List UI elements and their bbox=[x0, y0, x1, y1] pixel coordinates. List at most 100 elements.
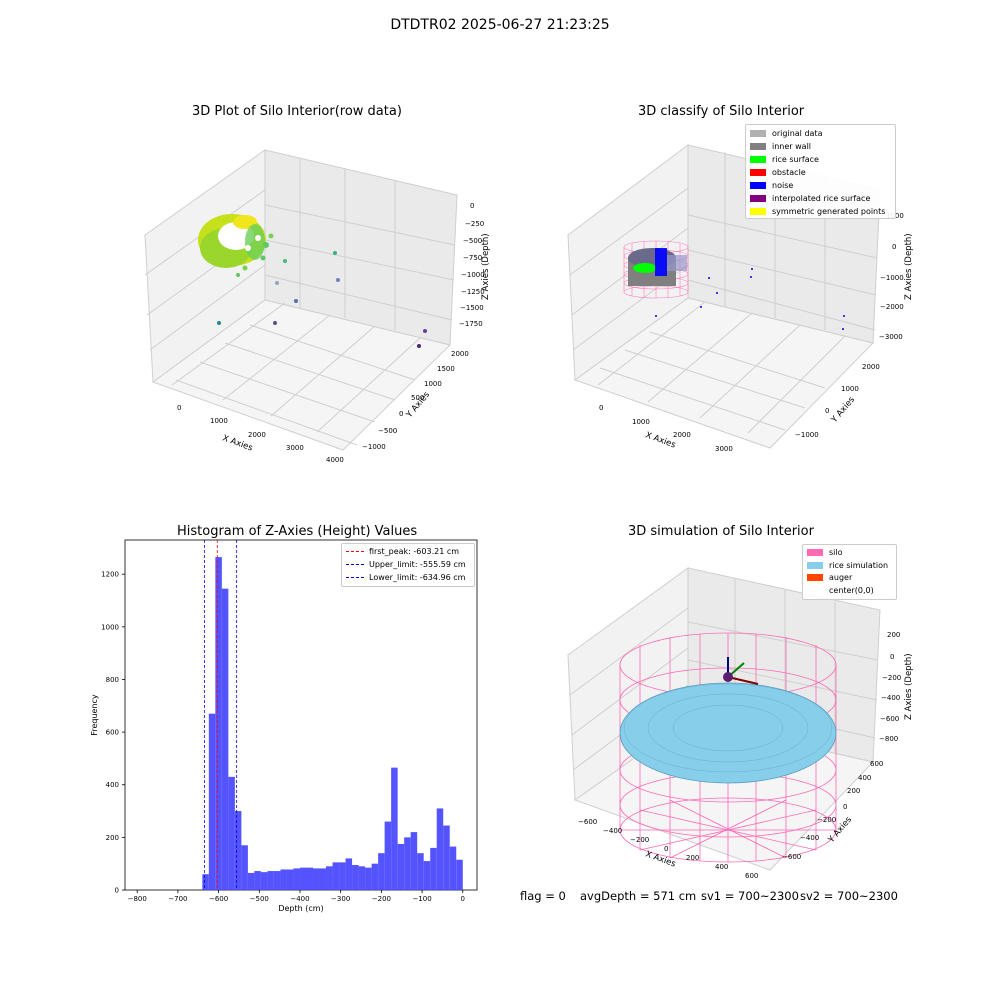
histogram-bar bbox=[241, 845, 248, 890]
p1-ytick: 1500 bbox=[437, 365, 455, 373]
p1-floor-pane bbox=[151, 299, 451, 451]
histogram-bar bbox=[326, 866, 333, 890]
hist-xtick-label: −300 bbox=[331, 895, 350, 903]
p2-ztick: −2000 bbox=[880, 303, 904, 311]
p2-ztick: 0 bbox=[892, 243, 896, 251]
p2-legend-swatch bbox=[750, 130, 766, 137]
p1-ytick: 1000 bbox=[424, 380, 442, 388]
histogram-bar bbox=[332, 862, 340, 890]
histogram-bar bbox=[293, 868, 300, 890]
p1-ytick: −500 bbox=[378, 427, 397, 435]
histogram-bar bbox=[352, 865, 359, 890]
hist-legend-swatch bbox=[346, 564, 364, 565]
hist-legend-item: first_peak: -603.21 cm bbox=[346, 545, 470, 558]
histogram-bar bbox=[358, 866, 366, 890]
p1-ytick: 2000 bbox=[451, 350, 469, 358]
p3-xtick: 0 bbox=[664, 845, 668, 853]
p3-legend-label: rice simulation bbox=[829, 560, 889, 570]
p3-ztick: 200 bbox=[887, 631, 900, 639]
p3-ztick: 0 bbox=[890, 653, 894, 661]
p3-ztick: −200 bbox=[882, 674, 901, 682]
histogram-bar bbox=[319, 868, 327, 890]
p2-legend-swatch bbox=[750, 143, 766, 150]
p3-legend-item: rice simulation bbox=[807, 560, 892, 573]
histogram-bar bbox=[423, 861, 431, 890]
p1-ztick: −500 bbox=[463, 237, 482, 245]
hist-legend-item: Upper_limit: -555.59 cm bbox=[346, 558, 470, 571]
histogram-bar bbox=[410, 832, 418, 890]
histogram-bar bbox=[313, 868, 320, 890]
p1-ztick: −1750 bbox=[459, 320, 483, 328]
p2-zlabel: Z Axies (Depth) bbox=[904, 233, 914, 300]
p1-xtick: 4000 bbox=[326, 456, 344, 464]
hist-xtick-label: −400 bbox=[290, 895, 309, 903]
p2-legend-item: inner wall bbox=[750, 140, 891, 153]
p2-legend-item: interpolated rice surface bbox=[750, 192, 891, 205]
hist-xtick-label: −600 bbox=[209, 895, 228, 903]
p1-ytick: 0 bbox=[399, 410, 403, 418]
p2-ztick: −3000 bbox=[879, 333, 903, 341]
p2-floor-pane bbox=[573, 297, 874, 449]
p1-ztick: −1500 bbox=[460, 304, 484, 312]
p3-legend-label: auger bbox=[829, 573, 853, 582]
p1-xtick: 2000 bbox=[248, 431, 266, 439]
p3-xtick: 400 bbox=[715, 863, 728, 871]
histogram-bar bbox=[215, 557, 222, 890]
p2-legend-label: inner wall bbox=[772, 142, 812, 151]
p1-raw-points bbox=[198, 214, 427, 348]
histogram-bar bbox=[234, 811, 242, 890]
histogram-bar bbox=[436, 808, 444, 890]
p3-xtick: 600 bbox=[745, 872, 758, 880]
p2-ytick: 2000 bbox=[862, 363, 880, 371]
histogram-bar bbox=[378, 853, 385, 890]
histogram-bar bbox=[273, 871, 281, 890]
p2-ytick: 0 bbox=[825, 407, 829, 415]
p3-xtick: −200 bbox=[630, 836, 649, 844]
p2-legend-item: symmetric generated points bbox=[750, 205, 891, 218]
p1-ytick: 500 bbox=[411, 394, 424, 402]
p2-classified-points bbox=[628, 248, 845, 330]
p3-legend-swatch bbox=[807, 549, 823, 556]
hist-ytick-label: 400 bbox=[106, 781, 119, 789]
histogram-bar bbox=[397, 843, 405, 890]
p2-legend-item: original data bbox=[750, 127, 891, 140]
p3-legend-item: auger bbox=[807, 572, 892, 585]
histogram-bar bbox=[299, 867, 307, 890]
p2-legend-label: noise bbox=[772, 181, 794, 190]
p2-legend-swatch bbox=[750, 156, 766, 163]
hist-xtick-label: −200 bbox=[372, 895, 391, 903]
histogram-bar bbox=[280, 869, 287, 890]
histogram-bar bbox=[417, 853, 424, 890]
p1-ztick: −250 bbox=[465, 220, 484, 228]
footer-flag: flag = 0 bbox=[520, 889, 566, 903]
hist-ytick-label: 0 bbox=[115, 887, 119, 895]
p1-ztick: −750 bbox=[463, 254, 482, 262]
p2-xtick: 3000 bbox=[715, 445, 733, 453]
p2-legend-swatch bbox=[750, 195, 766, 202]
hist-xtick-label: −100 bbox=[412, 895, 431, 903]
hist-xtick-label: 0 bbox=[461, 895, 465, 903]
histogram-bar bbox=[384, 821, 392, 890]
histogram-bar bbox=[306, 867, 314, 890]
p3-auger-axes bbox=[723, 657, 759, 685]
histogram-bar bbox=[339, 862, 346, 890]
p2-legend-item: noise bbox=[750, 179, 891, 192]
p3-legend-swatch bbox=[807, 574, 823, 581]
p1-ztick: −1250 bbox=[461, 288, 485, 296]
p3-legend-label: silo bbox=[829, 548, 843, 557]
footer-sv1: sv1 = 700~2300 bbox=[701, 889, 799, 903]
panel2-title: 3D classify of Silo Interior bbox=[638, 104, 805, 119]
p3-legend-item: silo bbox=[807, 547, 892, 560]
hist-legend-swatch bbox=[346, 577, 364, 578]
p2-legend-label: obstacle bbox=[772, 168, 806, 177]
panel1-title: 3D Plot of Silo Interior(row data) bbox=[192, 104, 402, 119]
p2-ztick: −1000 bbox=[880, 274, 904, 282]
p2-legend-label: original data bbox=[772, 129, 823, 138]
hist-axes-frame bbox=[124, 539, 478, 891]
histogram-bar bbox=[267, 871, 274, 890]
histogram-bar bbox=[365, 867, 372, 890]
p2-legend-item: rice surface bbox=[750, 153, 891, 166]
hist-xlabel: Depth (cm) bbox=[278, 904, 323, 913]
histogram-bar bbox=[391, 767, 398, 890]
